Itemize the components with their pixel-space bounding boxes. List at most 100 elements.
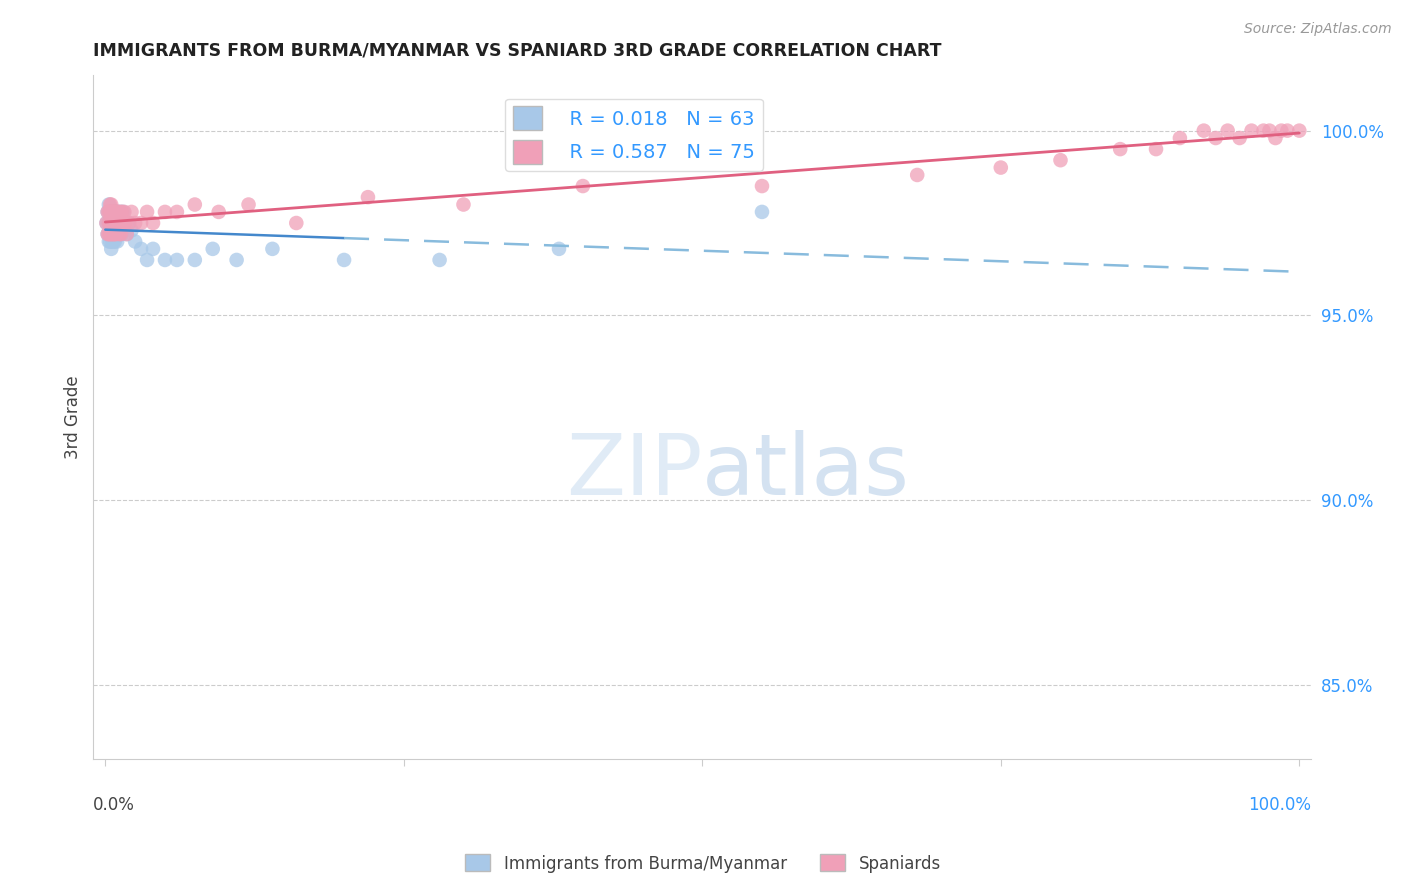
- Point: [184, 252, 207, 267]
- Point: [105, 223, 128, 237]
- Text: IMMIGRANTS FROM BURMA/MYANMAR VS SPANIARD 3RD GRADE CORRELATION CHART: IMMIGRANTS FROM BURMA/MYANMAR VS SPANIAR…: [93, 42, 942, 60]
- Point: [1240, 123, 1263, 137]
- Point: [142, 242, 165, 256]
- Point: [110, 216, 132, 230]
- Point: [111, 216, 134, 230]
- Point: [225, 252, 247, 267]
- Point: [97, 227, 120, 241]
- Point: [129, 242, 152, 256]
- Point: [101, 216, 124, 230]
- Point: [100, 197, 122, 211]
- Point: [118, 216, 141, 230]
- Point: [112, 223, 135, 237]
- Text: ZIP: ZIP: [565, 430, 702, 513]
- Point: [103, 205, 125, 219]
- Point: [124, 235, 146, 249]
- Point: [905, 168, 928, 182]
- Point: [103, 223, 125, 237]
- Point: [110, 205, 132, 219]
- Point: [1288, 123, 1310, 137]
- Point: [110, 205, 132, 219]
- Point: [153, 252, 176, 267]
- Point: [100, 216, 122, 230]
- Point: [103, 216, 125, 230]
- Point: [101, 205, 124, 219]
- Point: [208, 205, 231, 219]
- Point: [98, 216, 121, 230]
- Point: [100, 242, 122, 256]
- Point: [96, 216, 118, 230]
- Point: [104, 216, 127, 230]
- Point: [96, 216, 118, 230]
- Point: [98, 223, 121, 237]
- Point: [98, 197, 121, 211]
- Point: [1109, 142, 1132, 156]
- Point: [104, 216, 127, 230]
- Text: 0.0%: 0.0%: [93, 797, 135, 814]
- Point: [166, 205, 188, 219]
- Point: [104, 235, 127, 249]
- Point: [105, 235, 128, 249]
- Point: [105, 205, 128, 219]
- Point: [97, 227, 120, 241]
- Point: [97, 227, 120, 241]
- Point: [100, 205, 122, 219]
- Point: [136, 205, 159, 219]
- Point: [108, 227, 131, 241]
- Point: [142, 216, 165, 230]
- Point: [1216, 123, 1239, 137]
- Point: [262, 242, 284, 256]
- Point: [1277, 123, 1299, 137]
- Point: [100, 227, 122, 241]
- Point: [98, 205, 121, 219]
- Point: [1270, 123, 1292, 137]
- Point: [98, 212, 121, 227]
- Point: [107, 205, 129, 219]
- Point: [111, 205, 134, 219]
- Point: [105, 227, 128, 241]
- Point: [98, 227, 121, 241]
- Point: [111, 216, 134, 230]
- Point: [103, 227, 125, 241]
- Point: [1192, 123, 1215, 137]
- Point: [112, 216, 135, 230]
- Point: [103, 216, 125, 230]
- Text: atlas: atlas: [702, 430, 910, 513]
- Point: [103, 216, 125, 230]
- Point: [111, 227, 134, 241]
- Point: [990, 161, 1012, 175]
- Y-axis label: 3rd Grade: 3rd Grade: [65, 376, 82, 458]
- Point: [118, 216, 141, 230]
- Point: [101, 227, 124, 241]
- Point: [153, 205, 176, 219]
- Point: [1049, 153, 1071, 168]
- Point: [548, 242, 571, 256]
- Point: [105, 216, 128, 230]
- Point: [97, 205, 120, 219]
- Point: [105, 205, 128, 219]
- Point: [1258, 123, 1281, 137]
- Point: [114, 216, 136, 230]
- Point: [103, 235, 125, 249]
- Point: [1229, 131, 1251, 145]
- Legend: Immigrants from Burma/Myanmar, Spaniards: Immigrants from Burma/Myanmar, Spaniards: [458, 847, 948, 880]
- Point: [104, 205, 127, 219]
- Point: [101, 205, 124, 219]
- Point: [105, 216, 128, 230]
- Point: [121, 223, 143, 237]
- Point: [103, 205, 125, 219]
- Point: [238, 197, 260, 211]
- Point: [105, 216, 128, 230]
- Point: [112, 216, 135, 230]
- Point: [184, 197, 207, 211]
- Point: [108, 216, 131, 230]
- Point: [107, 216, 129, 230]
- Point: [1168, 131, 1191, 145]
- Point: [115, 227, 138, 241]
- Point: [115, 227, 138, 241]
- Point: [97, 216, 120, 230]
- Point: [101, 227, 124, 241]
- Point: [98, 205, 121, 219]
- Point: [105, 205, 128, 219]
- Point: [107, 205, 129, 219]
